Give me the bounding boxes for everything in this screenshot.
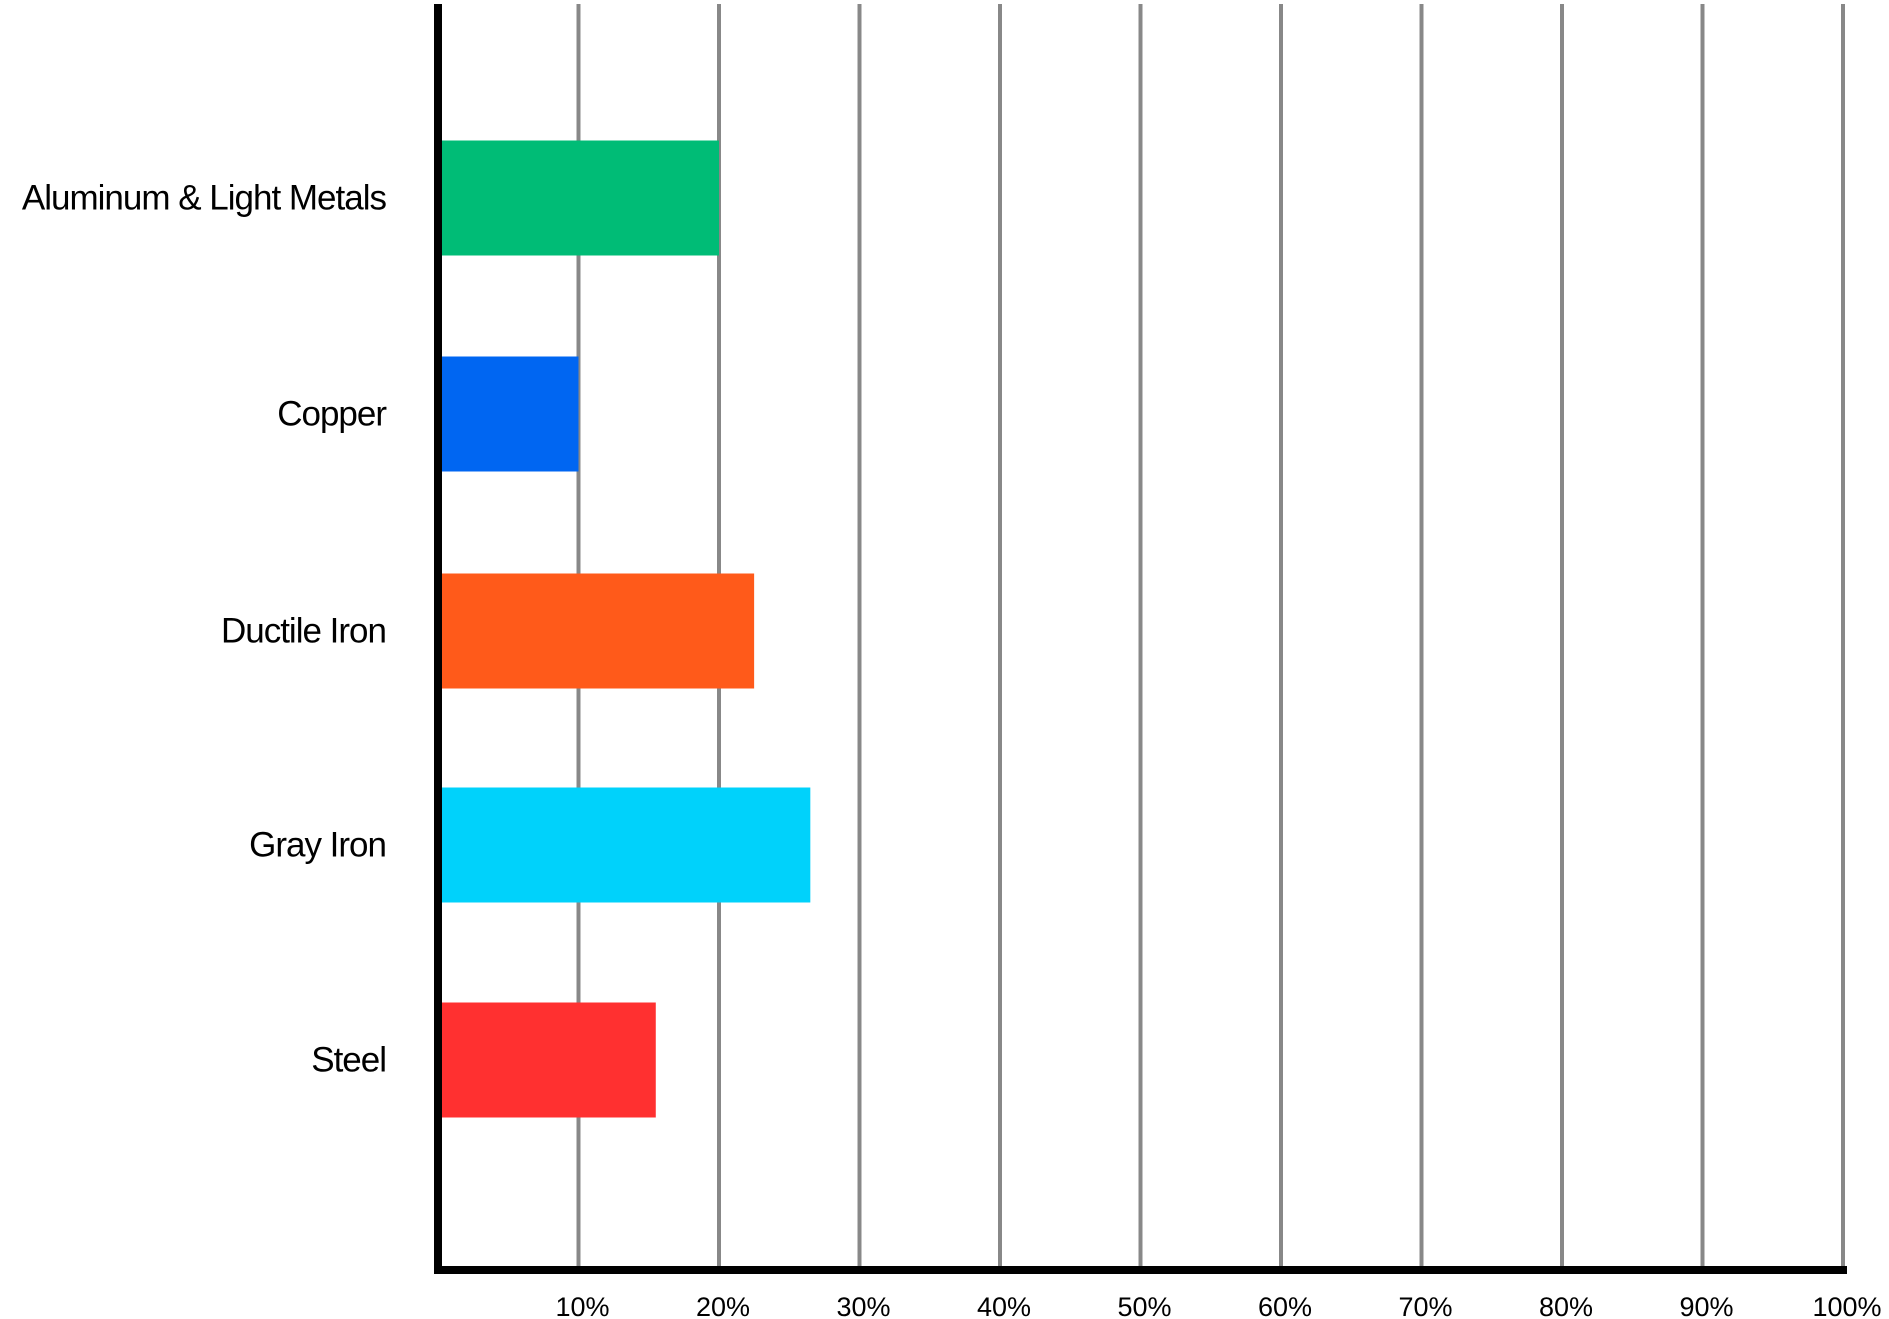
bar-aluminum-and-light-metals <box>442 140 719 256</box>
x-tick-label-50: 50% <box>1117 1292 1171 1319</box>
x-tick-label-80: 80% <box>1539 1292 1593 1319</box>
bar-copper <box>442 356 579 472</box>
x-tick-label-90: 90% <box>1679 1292 1733 1319</box>
x-tick-label-60: 60% <box>1258 1292 1312 1319</box>
x-tick-label-10: 10% <box>555 1292 609 1319</box>
bars <box>442 140 811 1118</box>
category-label-copper: Copper <box>277 395 387 434</box>
bar-ductile-iron <box>442 573 755 689</box>
x-tick-label-30: 30% <box>836 1292 890 1319</box>
x-tick-label-70: 70% <box>1398 1292 1452 1319</box>
axes <box>434 4 1847 1274</box>
x-tick-label-100: 100% <box>1812 1292 1881 1319</box>
gridlines <box>576 4 1845 1270</box>
category-label-aluminum-and-light-metals: Aluminum & Light Metals <box>22 179 387 218</box>
category-label-steel: Steel <box>311 1041 386 1080</box>
x-tick-label-40: 40% <box>977 1292 1031 1319</box>
bar-gray-iron <box>442 787 811 903</box>
x-tick-labels: 10% 20% 30% 40% 50% 60% 70% 80% 90% 100% <box>555 1292 1881 1319</box>
category-labels: Aluminum & Light Metals Copper Ductile Iro… <box>22 179 388 1080</box>
bar-steel <box>442 1002 656 1118</box>
x-tick-label-20: 20% <box>696 1292 750 1319</box>
category-label-ductile-iron: Ductile Iron <box>221 612 386 651</box>
category-label-gray-iron: Gray Iron <box>249 826 386 865</box>
